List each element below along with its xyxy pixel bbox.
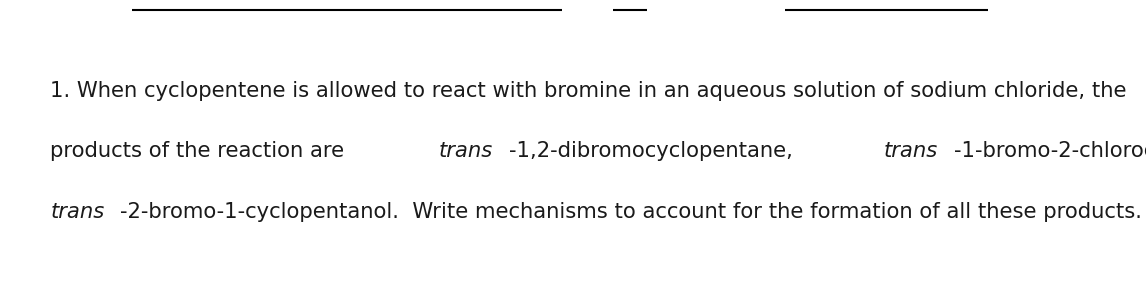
Text: -1-bromo-2-chlorocyclopentane, and: -1-bromo-2-chlorocyclopentane, and [953,141,1146,161]
Text: -2-bromo-1-cyclopentanol.  Write mechanisms to account for the formation of all : -2-bromo-1-cyclopentanol. Write mechanis… [120,202,1143,221]
Text: 1. When cyclopentene is allowed to react with bromine in an aqueous solution of : 1. When cyclopentene is allowed to react… [50,81,1127,101]
Text: -1,2-dibromocyclopentane,: -1,2-dibromocyclopentane, [509,141,799,161]
Text: trans: trans [50,202,104,221]
Text: trans: trans [439,141,493,161]
Text: products of the reaction are: products of the reaction are [50,141,352,161]
Text: trans: trans [884,141,937,161]
